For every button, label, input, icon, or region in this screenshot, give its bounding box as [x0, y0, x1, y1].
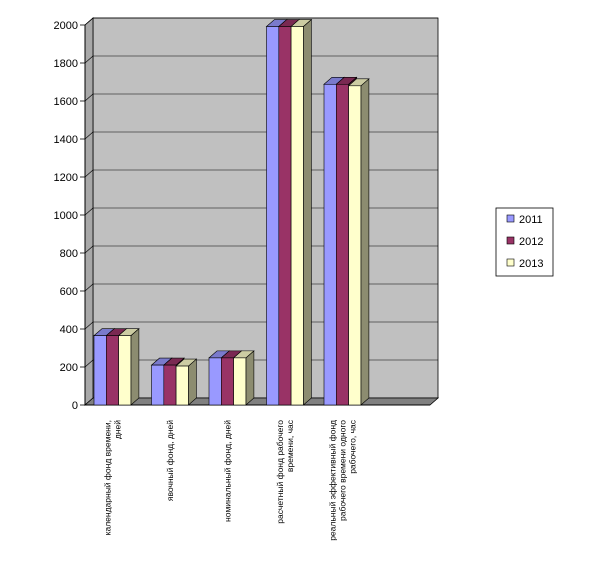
y-tick-label: 200 [60, 362, 78, 374]
category-label-line: рабочего, час [347, 419, 357, 474]
y-tick-label: 800 [60, 248, 78, 260]
bar-front [221, 358, 233, 405]
bar-front [234, 358, 246, 405]
bar-2013-cat-3 [234, 351, 254, 405]
legend-label-2012: 2012 [519, 236, 543, 248]
legend: 2011 2012 2013 [496, 208, 553, 276]
category-label-5: реальный эффективный фондрабочего времен… [327, 419, 357, 541]
y-tick-label: 400 [60, 324, 78, 336]
legend-label-2011: 2011 [519, 214, 543, 226]
legend-swatch-2011 [507, 215, 514, 222]
bar-front [349, 86, 361, 405]
bar-front [324, 84, 336, 405]
category-label-1: календарный фонд времени,дней [102, 420, 122, 536]
category-label-line: номинальный фонд, дней [222, 420, 232, 522]
y-tick-label: 1800 [54, 58, 78, 70]
bar-front [106, 336, 118, 405]
y-tick-label: 1600 [54, 96, 78, 108]
category-label-line: календарный фонд времени, [102, 420, 112, 535]
y-tick-label: 600 [60, 286, 78, 298]
bar-side [188, 359, 196, 405]
category-labels: календарный фонд времени,дней явочный фон… [102, 419, 357, 541]
category-label-line: дней [112, 420, 122, 439]
category-label-3: номинальный фонд, дней [222, 420, 232, 522]
bar-front [267, 27, 279, 405]
bar-front [164, 365, 176, 405]
bar-side [131, 329, 139, 405]
y-tick-label: 1400 [54, 134, 78, 146]
bar-front [279, 27, 291, 405]
bar-front [119, 336, 131, 405]
y-tick-label: 2000 [54, 20, 78, 32]
bar-2013-cat-2 [176, 359, 196, 405]
y-tick-label: 1000 [54, 210, 78, 222]
bar-2013-cat-5 [349, 79, 369, 405]
category-label-line: реальный эффективный фонд [327, 420, 337, 541]
bar-2013-cat-1 [119, 329, 139, 405]
legend-label-2013: 2013 [519, 258, 543, 270]
bar-side [303, 20, 311, 405]
y-tick-label: 1200 [54, 172, 78, 184]
category-label-line: времени, час [285, 419, 295, 472]
legend-swatch-2013 [507, 259, 514, 266]
bar-2013-cat-4 [291, 20, 311, 405]
category-label-line: расчетный фонд рабочего [275, 420, 285, 524]
legend-swatch-2012 [507, 237, 514, 244]
bar-front [94, 336, 106, 405]
bar-front [291, 27, 303, 405]
bar-front [176, 366, 188, 405]
bar-front [152, 365, 164, 405]
y-tick-label: 0 [72, 400, 78, 412]
category-label-line: явочный фонд, дней [165, 420, 175, 501]
bar-front [209, 358, 221, 405]
bar-side [246, 351, 254, 405]
bar-front [336, 84, 348, 405]
y-axis-ticks: 0 200 400 600 800 1000 1200 1400 1600 1800 2000 [54, 20, 85, 412]
bar-side [361, 79, 369, 405]
category-label-2: явочный фонд, дней [165, 420, 175, 501]
category-label-4: расчетный фонд рабочеговремени, час [275, 419, 295, 523]
category-label-line: рабочего времени одного [337, 420, 347, 521]
